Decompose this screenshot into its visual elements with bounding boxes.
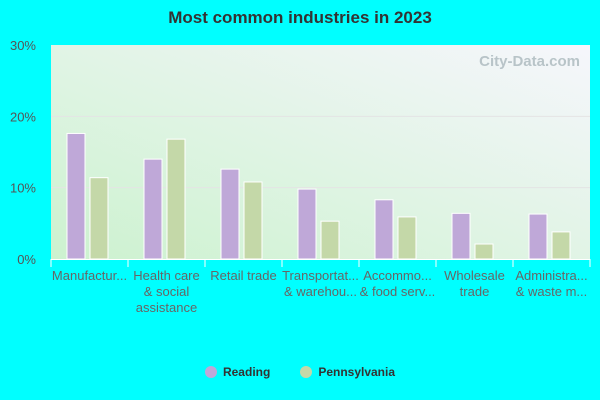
legend-label: Pennsylvania	[318, 365, 396, 379]
x-tick-label: Health care	[133, 268, 199, 283]
x-tick-label: Wholesale	[444, 268, 505, 283]
bar-pennsylvania	[320, 220, 340, 260]
bar-pennsylvania	[166, 138, 186, 260]
x-tick-label: & waste m...	[516, 284, 588, 299]
bar-reading	[451, 212, 471, 260]
x-tick-label: assistance	[136, 300, 197, 315]
legend-swatch	[300, 366, 313, 378]
legend-swatch	[204, 366, 217, 378]
bar-reading	[143, 158, 163, 260]
bar-pennsylvania	[397, 216, 417, 260]
bar-reading	[66, 132, 86, 260]
x-tick-label: & social	[144, 284, 190, 299]
bar-pennsylvania	[551, 231, 571, 260]
x-tick-label: trade	[460, 284, 490, 299]
bar-reading	[374, 199, 394, 260]
y-tick-label: 30%	[10, 38, 36, 53]
x-tick-label: Accommo...	[363, 268, 432, 283]
x-tick-label: Retail trade	[210, 268, 276, 283]
x-tick-label: & food serv...	[360, 284, 436, 299]
x-tick-label: Manufactur...	[52, 268, 127, 283]
x-tick-label: Transportat...	[282, 268, 359, 283]
bar-reading	[220, 168, 240, 260]
y-tick-label: 10%	[10, 181, 36, 196]
bar-pennsylvania	[474, 243, 494, 260]
bar-reading	[528, 213, 548, 260]
legend-label: Reading	[222, 365, 271, 379]
legend-item-reading: Reading	[204, 365, 271, 379]
legend: Reading Pennsylvania	[0, 365, 600, 379]
bar-reading	[297, 188, 317, 260]
legend-item-pennsylvania: Pennsylvania	[300, 365, 395, 379]
chart-title: Most common industries in 2023	[168, 8, 432, 27]
y-tick-label: 20%	[10, 109, 36, 124]
x-tick-label: Administra...	[515, 268, 587, 283]
watermark: City-Data.com	[479, 53, 580, 70]
bar-pennsylvania	[243, 181, 263, 260]
x-tick-label: & warehou...	[284, 284, 357, 299]
y-tick-label: 0%	[17, 252, 36, 267]
bar-pennsylvania	[89, 177, 109, 260]
